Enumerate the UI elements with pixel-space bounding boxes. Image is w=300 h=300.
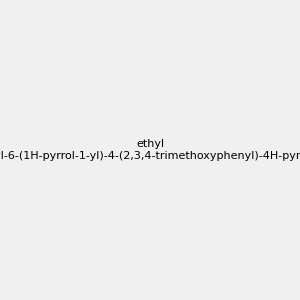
Text: ethyl 5-cyano-2-methyl-6-(1H-pyrrol-1-yl)-4-(2,3,4-trimethoxyphenyl)-4H-pyran-3-: ethyl 5-cyano-2-methyl-6-(1H-pyrrol-1-yl… [0, 139, 300, 161]
